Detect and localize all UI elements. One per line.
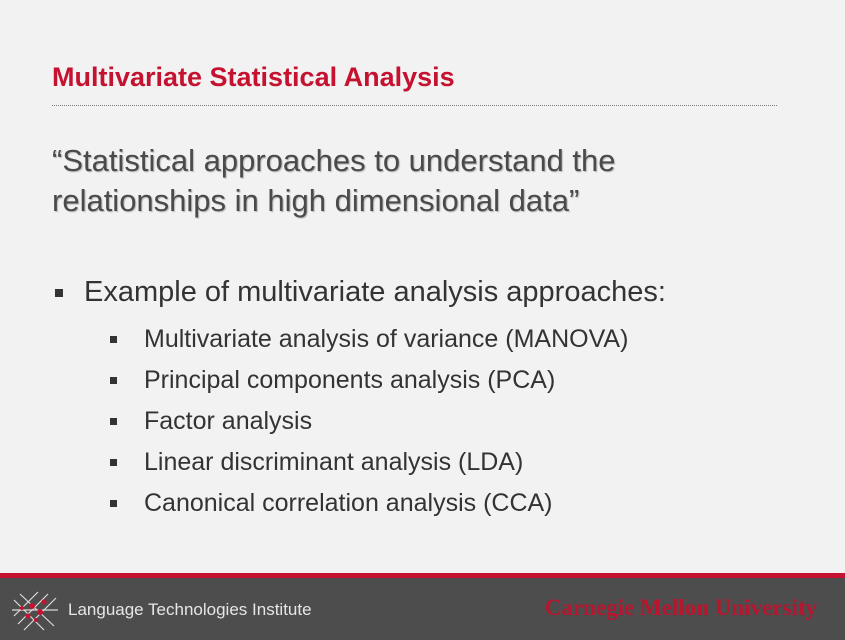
square-bullet-icon [110,377,117,384]
square-bullet-icon [55,288,63,297]
sub-bullet: Factor analysis [110,407,312,436]
square-bullet-icon [110,500,117,507]
university-wordmark: Carnegie Mellon University [544,595,817,620]
sub-bullet-text: Canonical correlation analysis (CCA) [144,489,553,517]
bullet-list: Example of multivariate analysis approac… [55,276,666,518]
quote-text: “Statistical approaches to understand th… [52,143,616,218]
square-bullet-icon [110,459,117,466]
square-bullet-icon [110,418,117,425]
square-bullet-icon [110,336,117,343]
sub-bullet-text: Principal components analysis (PCA) [144,366,556,394]
footer: Language Technologies Institute Carnegie… [0,578,845,640]
sub-bullet: Canonical correlation analysis (CCA) [110,489,553,518]
bullet-main-text: Example of multivariate analysis approac… [84,276,666,308]
sub-bullet-text: Linear discriminant analysis (LDA) [144,448,524,476]
bullet-main: Example of multivariate analysis approac… [55,276,666,309]
footer-accent-bar [0,573,845,578]
slide-title: Multivariate Statistical Analysis [52,62,455,92]
institute-name: Language Technologies Institute [68,600,312,619]
sub-bullet-text: Factor analysis [144,407,313,435]
lti-network-logo-icon [12,591,58,631]
title-divider [52,105,777,106]
sub-bullet: Principal components analysis (PCA) [110,366,555,395]
sub-bullet: Linear discriminant analysis (LDA) [110,448,523,477]
sub-bullet-text: Multivariate analysis of variance (MANOV… [144,325,629,353]
sub-bullet: Multivariate analysis of variance (MANOV… [110,325,628,354]
